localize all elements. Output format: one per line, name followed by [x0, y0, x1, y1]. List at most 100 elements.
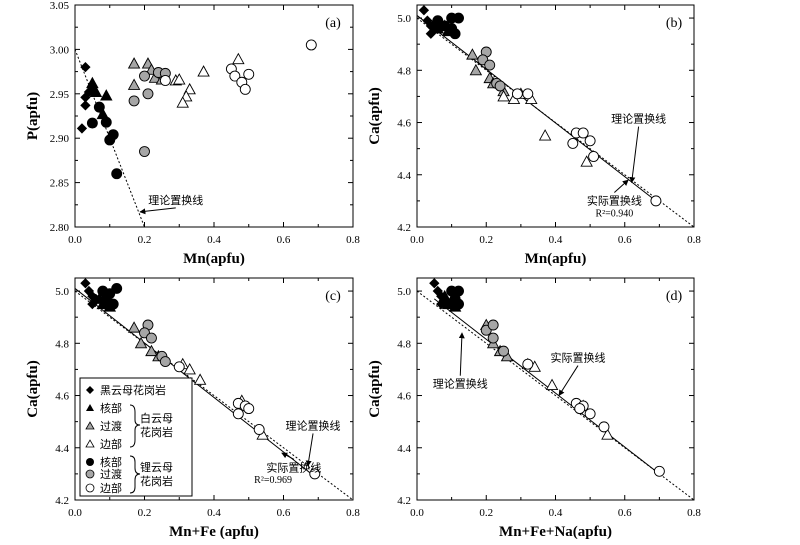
legend: 黑云母花岗岩 核部 过渡 边部 核部 过渡 边部 白云母 花岗岩 锂云母 花岗岩 [79, 377, 193, 497]
x-axis-label: Mn+Fe (apfu) [169, 524, 259, 540]
data-point-circle [139, 146, 150, 157]
x-tick-label: 0.0 [68, 234, 82, 246]
data-point-circle [511, 88, 523, 100]
annotation-arrow [139, 207, 176, 215]
x-tick-label: 0.6 [618, 234, 632, 246]
data-point-triangle [127, 57, 141, 69]
data-point-circle [139, 70, 150, 82]
x-tick-label: 0.0 [410, 507, 424, 519]
data-point-circle [239, 83, 251, 95]
data-point-triangle [601, 428, 614, 440]
data-point-circle [574, 403, 586, 415]
legend-label-biotite-granite: 黑云母花岗岩 [100, 383, 166, 397]
y-tick-label: 3.00 [50, 44, 70, 56]
y-tick-label: 4.8 [397, 65, 411, 77]
y-tick-label: 2.85 [50, 178, 70, 190]
data-point-circle [498, 345, 510, 357]
data-point-circle [487, 332, 499, 344]
data-point-circle [653, 465, 665, 477]
panel-c: 0.0 0.2 0.4 0.6 0.8 4.2 4.4 4.6 4.8 5.0 Mn+Fe (apf… [25, 277, 360, 540]
x-axis-label: Mn+Fe+Na(apfu) [499, 524, 612, 540]
x-tick-label: 0.4 [207, 507, 221, 519]
legend-group-granite-2: 花岗岩 [140, 474, 173, 488]
annotation-label: 理论置换线 [286, 418, 341, 432]
data-point-triangle [86, 76, 99, 89]
y-tick-label: 5.0 [397, 13, 411, 25]
y-tick-label: 2.95 [50, 89, 70, 101]
data-point-circle [243, 68, 255, 80]
data-point-triangle [89, 85, 103, 97]
data-point-circle [305, 39, 317, 51]
x-tick-label: 0.0 [68, 507, 82, 519]
annotation-arrow [281, 452, 295, 460]
annotation-arrow [558, 365, 579, 397]
x-tick-label: 0.8 [346, 507, 360, 519]
annotation-arrow [305, 433, 314, 467]
data-point-triangle [127, 78, 141, 90]
x-tick-label: 0.6 [618, 507, 632, 519]
legend-label-rim-1: 边部 [100, 437, 122, 451]
data-point-circle [100, 116, 112, 128]
data-point-circle [522, 88, 534, 100]
data-point-circle [487, 319, 499, 331]
y-tick-label: 5.0 [397, 286, 411, 298]
y-tick-label: 4.2 [397, 495, 411, 507]
legend-label-transition-2: 过渡 [100, 467, 122, 481]
x-tick-label: 0.2 [138, 234, 152, 246]
data-point-circle [142, 88, 154, 100]
data-point-circle [522, 358, 534, 370]
data-point-circle [484, 59, 496, 71]
y-axis-label: Ca(apfu) [25, 360, 41, 418]
data-point-circle [232, 408, 244, 420]
data-point-triangle [193, 373, 207, 385]
y-tick-label: 4.2 [397, 222, 411, 234]
legend-brace-lepidolite [129, 455, 141, 494]
annotation-label: 理论置换线 [148, 193, 203, 207]
data-point-circle [449, 28, 461, 40]
data-point-circle [650, 195, 662, 207]
data-point-triangle [145, 344, 158, 357]
panel-d: 0.0 0.2 0.4 0.6 0.8 4.2 4.4 4.6 4.8 5.0 Mn+Fe+Na(a… [367, 277, 701, 540]
y-axis-label: P(apfu) [25, 92, 41, 140]
panel-label-d: (d) [666, 289, 683, 304]
data-point-circle [159, 75, 171, 86]
x-axis-label: Mn(apfu) [183, 251, 245, 267]
data-point-triangle [438, 289, 451, 302]
legend-label-transition-1: 过渡 [100, 419, 122, 433]
y-tick-label: 4.6 [55, 391, 69, 403]
data-point-diamond [432, 285, 443, 297]
data-point-circle [173, 361, 185, 373]
x-tick-label: 0.6 [277, 234, 291, 246]
y-axis-label: Ca(apfu) [367, 87, 383, 145]
data-point-circle [453, 12, 464, 24]
legend-circle-gray-icon [85, 469, 95, 479]
x-tick-label: 0.8 [687, 234, 701, 246]
data-point-triangle [466, 48, 479, 60]
data-point-triangle [469, 63, 483, 76]
data-point-triangle [127, 321, 141, 333]
data-point-triangle [197, 65, 210, 77]
panel-label-b: (b) [666, 16, 683, 31]
legend-brace-muscovite [129, 404, 141, 448]
panel-label-c: (c) [325, 289, 341, 304]
x-tick-label: 0.4 [207, 234, 221, 246]
annotation-label: 理论置换线 [433, 377, 488, 391]
y-tick-label: 4.4 [397, 170, 411, 182]
annotation-arrow [614, 179, 629, 193]
legend-triangle-black-icon [86, 404, 94, 411]
data-point-diamond [425, 28, 436, 39]
legend-label-core-1: 核部 [100, 401, 122, 415]
legend-diamond-black-icon [86, 386, 94, 394]
annotation-label: 实际置换线 [266, 460, 321, 474]
data-point-diamond [429, 278, 440, 289]
r-squared-label: R²=0.940 [595, 209, 633, 220]
data-point-diamond [422, 15, 433, 26]
annotation-arrow [458, 332, 465, 376]
actual-substitution-line [416, 15, 657, 202]
data-point-triangle [545, 378, 559, 391]
y-tick-label: 5.0 [55, 286, 69, 298]
legend-group-granite-1: 花岗岩 [140, 425, 173, 439]
actual-substitution-line [434, 298, 660, 475]
data-point-triangle [100, 89, 113, 101]
